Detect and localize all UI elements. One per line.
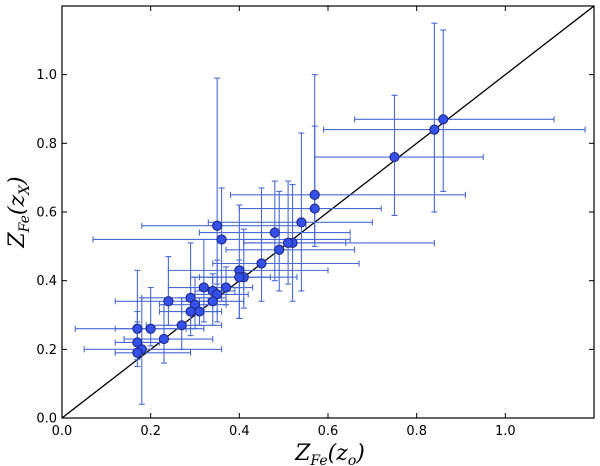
data-point-1: [429, 124, 440, 135]
data-point-29: [158, 333, 170, 345]
x-tick-label-4: 0.8: [406, 424, 427, 439]
data-point-5: [296, 217, 307, 228]
y-axis-label: ZFe(zX): [5, 176, 33, 248]
data-point-4: [309, 203, 320, 214]
x-tick-label-5: 1.0: [495, 424, 516, 439]
data-point-15: [234, 272, 245, 283]
data-point-22: [163, 296, 174, 307]
data-point-32: [132, 347, 143, 358]
y-tick-label-2: 0.4: [36, 274, 57, 289]
data-point-3: [309, 189, 320, 200]
data-point-10: [283, 237, 294, 248]
y-tick-label-4: 0.8: [36, 137, 57, 152]
data-point-17: [198, 282, 209, 293]
x-tick-label-2: 0.4: [229, 424, 250, 439]
data-point-7: [212, 220, 223, 231]
data-point-24: [194, 306, 205, 317]
y-tick-label-5: 1.0: [36, 68, 57, 83]
errorbar-layer: [74, 22, 586, 405]
data-point-2: [389, 151, 400, 163]
data-point-21: [207, 296, 218, 307]
data-point-6: [269, 227, 280, 238]
x-axis-label: ZFe(zo): [294, 441, 365, 466]
data-point-16: [220, 282, 232, 293]
x-tick-label-1: 0.2: [140, 424, 161, 439]
y-tick-label-3: 0.6: [36, 206, 57, 221]
y-tick-label-1: 0.2: [36, 343, 57, 358]
data-point-0: [438, 114, 449, 125]
data-point-25: [185, 306, 196, 317]
y-tick-label-0: 0.0: [36, 412, 57, 427]
data-point-11: [274, 244, 285, 255]
tick-layer: 0.0 0.2 0.4 0.6 0.8 1.0 0.0 0.2 0.4 0.6 0.8 1.0: [36, 6, 594, 439]
data-point-12: [256, 258, 267, 269]
data-point-27: [132, 323, 143, 334]
data-point-28: [145, 323, 156, 334]
data-point-8: [216, 234, 227, 245]
x-tick-label-0: 0.0: [52, 424, 73, 439]
x-tick-label-3: 0.6: [318, 424, 339, 439]
points-layer: [132, 114, 449, 358]
data-point-26: [176, 320, 187, 331]
